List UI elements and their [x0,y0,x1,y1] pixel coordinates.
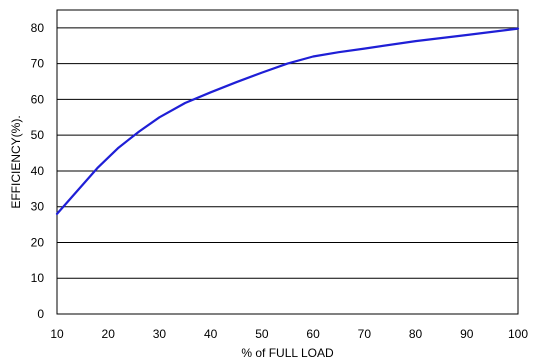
x-tick-label: 20 [102,327,116,341]
x-tick-label: 70 [358,327,372,341]
x-tick-label: 30 [153,327,167,341]
y-tick-label: 80 [31,21,45,35]
y-tick-label: 10 [31,271,45,285]
y-tick-label: 70 [31,57,45,71]
x-tick-label: 50 [255,327,269,341]
x-tick-label: 60 [306,327,320,341]
y-tick-label: 20 [31,235,45,249]
efficiency-line [55,27,520,215]
x-tick-labels: 10 20 30 40 50 60 70 80 90 100 [50,327,528,341]
y-tick-label: 50 [31,128,45,142]
x-axis-label: % of FULL LOAD [241,346,334,360]
plot-frame [56,9,519,315]
x-tick-label: 100 [508,327,528,341]
y-tick-labels: 0 10 20 30 40 50 60 70 80 [31,21,45,321]
gridlines [57,27,518,279]
x-tick-label: 90 [460,327,474,341]
y-tick-label: 60 [31,92,45,106]
y-tick-label: 40 [31,164,45,178]
x-tick-label: 40 [204,327,218,341]
y-tick-label: 30 [31,200,45,214]
x-tick-label: 80 [409,327,423,341]
y-axis-label: EFFICIENCY(%). [9,115,23,208]
y-tick-label: 0 [37,307,44,321]
x-tick-label: 10 [50,327,64,341]
